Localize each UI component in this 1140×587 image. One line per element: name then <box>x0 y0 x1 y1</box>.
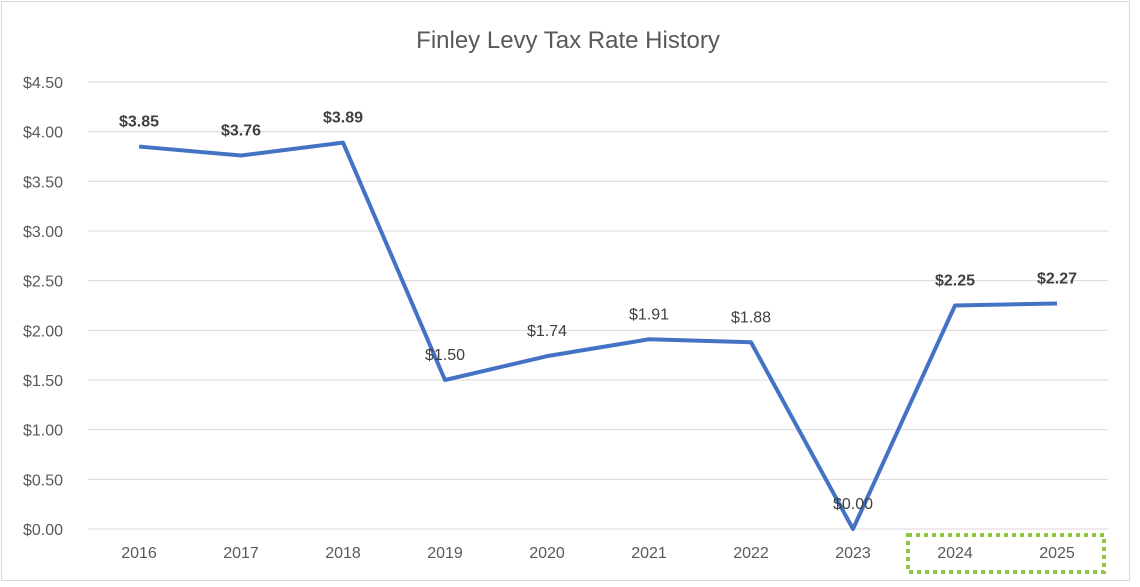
data-label: $1.91 <box>629 306 669 323</box>
y-tick-label: $1.00 <box>23 423 63 440</box>
x-tick-label: 2024 <box>937 545 973 562</box>
chart-frame <box>1 1 1130 581</box>
x-tick-label: 2022 <box>733 545 769 562</box>
x-tick-label: 2021 <box>631 545 667 562</box>
y-tick-label: $4.00 <box>23 125 63 142</box>
highlight-box <box>906 533 1106 574</box>
data-label: $1.88 <box>731 309 771 326</box>
data-label: $3.76 <box>221 123 261 140</box>
data-label: $3.89 <box>323 110 363 127</box>
x-tick-label: 2020 <box>529 545 565 562</box>
data-label: $3.85 <box>119 114 159 131</box>
x-tick-label: 2023 <box>835 545 871 562</box>
x-tick-label: 2025 <box>1039 545 1075 562</box>
y-tick-label: $3.50 <box>23 174 63 191</box>
chart-title: Finley Levy Tax Rate History <box>416 27 720 54</box>
data-label: $1.74 <box>527 323 567 340</box>
x-tick-label: 2017 <box>223 545 259 562</box>
series-line <box>138 140 1058 531</box>
y-tick-label: $2.50 <box>23 274 63 291</box>
data-label: $2.27 <box>1037 271 1077 288</box>
x-tick-label: 2016 <box>121 545 157 562</box>
data-label: $1.50 <box>425 347 465 364</box>
data-label: $2.25 <box>935 273 975 290</box>
y-tick-label: $3.00 <box>23 224 63 241</box>
y-tick-label: $1.50 <box>23 373 63 390</box>
data-label: $0.00 <box>833 496 873 513</box>
x-tick-label: 2018 <box>325 545 361 562</box>
y-tick-label: $2.00 <box>23 323 63 340</box>
y-tick-label: $0.00 <box>23 522 63 539</box>
x-tick-label: 2019 <box>427 545 463 562</box>
y-tick-label: $4.50 <box>23 75 63 92</box>
y-tick-label: $0.50 <box>23 472 63 489</box>
